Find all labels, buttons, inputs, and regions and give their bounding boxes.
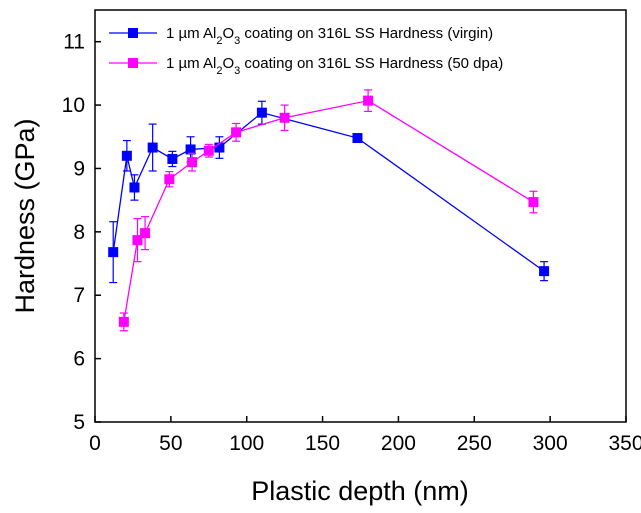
y-tick-label: 8 bbox=[73, 221, 85, 244]
x-axis-title: Plastic depth (nm) bbox=[251, 476, 469, 506]
x-tick-label: 200 bbox=[381, 432, 416, 455]
data-point-marker bbox=[118, 316, 129, 327]
data-point-marker bbox=[187, 157, 198, 168]
y-tick-label: 7 bbox=[73, 284, 85, 307]
y-tick-label: 10 bbox=[62, 94, 85, 117]
data-point-marker bbox=[363, 95, 374, 106]
series-line bbox=[123, 99, 534, 322]
series-1 bbox=[108, 100, 550, 284]
x-tick-label: 250 bbox=[457, 432, 492, 455]
x-tick-label: 0 bbox=[89, 432, 101, 455]
data-point-marker bbox=[279, 112, 290, 123]
series-line bbox=[112, 111, 545, 272]
legend-item-1: 1 µm Al2O3 coating on 316L SS Hardness (… bbox=[109, 25, 493, 47]
data-point-marker bbox=[164, 174, 175, 185]
x-tick-label: 100 bbox=[229, 432, 264, 455]
data-point-marker bbox=[140, 228, 151, 239]
x-tick-label: 300 bbox=[533, 432, 568, 455]
data-point-marker bbox=[214, 142, 225, 153]
y-tick-label: 6 bbox=[73, 348, 85, 371]
x-tick-label: 50 bbox=[159, 432, 182, 455]
legend: 1 µm Al2O3 coating on 316L SS Hardness (… bbox=[109, 25, 503, 77]
x-tick-label: 350 bbox=[608, 432, 641, 455]
data-point-marker bbox=[528, 197, 539, 208]
y-tick-label: 9 bbox=[73, 157, 85, 180]
data-point-marker bbox=[147, 142, 158, 153]
data-point-marker bbox=[185, 144, 196, 155]
data-point-marker bbox=[129, 182, 140, 193]
data-point-marker bbox=[539, 266, 550, 277]
legend-marker bbox=[128, 58, 138, 68]
y-tick-label: 5 bbox=[73, 411, 85, 434]
data-point-marker bbox=[256, 107, 267, 118]
data-point-marker bbox=[231, 127, 242, 138]
legend-label: 1 µm Al2O3 coating on 316L SS Hardness (… bbox=[166, 25, 493, 47]
legend-marker bbox=[128, 28, 138, 38]
plot-area-frame bbox=[94, 9, 627, 423]
legend-label: 1 µm Al2O3 coating on 316L SS Hardness (… bbox=[166, 55, 503, 77]
data-point-marker bbox=[132, 235, 143, 246]
series-2 bbox=[118, 89, 539, 332]
legend-item-2: 1 µm Al2O3 coating on 316L SS Hardness (… bbox=[109, 55, 503, 77]
y-axis-title: Hardness (GPa) bbox=[10, 118, 40, 313]
data-point-marker bbox=[121, 150, 132, 161]
data-point-marker bbox=[203, 145, 214, 156]
axis-ticks: 0 50 100 150 200 250 300 350 5 6 7 8 9 10 11 bbox=[62, 31, 641, 455]
data-point-marker bbox=[352, 133, 363, 144]
x-tick-label: 150 bbox=[305, 432, 340, 455]
data-point-marker bbox=[167, 153, 178, 164]
series-layer bbox=[108, 89, 550, 332]
y-tick-label: 11 bbox=[63, 31, 85, 54]
data-point-marker bbox=[108, 247, 119, 258]
